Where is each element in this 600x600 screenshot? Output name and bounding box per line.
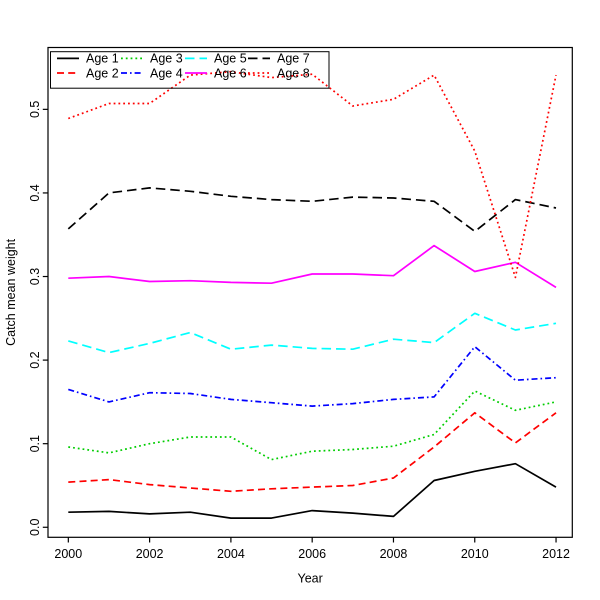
- x-tick-label: 2000: [54, 547, 82, 561]
- y-tick-label: 0.2: [28, 351, 42, 368]
- legend-label-age-4: Age 4: [150, 66, 183, 80]
- y-tick-label: 0.1: [28, 435, 42, 452]
- y-tick-label: 0.4: [28, 184, 42, 201]
- legend-label-age-5: Age 5: [214, 52, 247, 66]
- y-axis-title: Catch mean weight: [4, 238, 18, 346]
- x-tick-label: 2010: [461, 547, 489, 561]
- x-tick-label: 2004: [217, 547, 245, 561]
- series-line-age-3: [68, 390, 557, 461]
- x-axis-title: Year: [298, 571, 323, 585]
- y-tick-label: 0.5: [28, 101, 42, 118]
- series-line-age-2: [68, 411, 557, 493]
- series-line-age-5: [68, 312, 557, 354]
- y-tick-label: 0.0: [28, 519, 42, 536]
- legend-label-age-6: Age 6: [214, 66, 247, 80]
- series-line-age-8: [68, 70, 557, 279]
- x-tick-label: 2002: [136, 547, 164, 561]
- series-line-age-1: [68, 462, 557, 519]
- y-tick-label: 0.3: [28, 268, 42, 285]
- plot-box: [47, 46, 573, 538]
- legend-label-age-1: Age 1: [86, 52, 119, 66]
- x-tick-label: 2006: [298, 547, 326, 561]
- series-line-age-4: [68, 345, 557, 407]
- legend-box: [50, 51, 330, 89]
- x-tick-label: 2008: [380, 547, 408, 561]
- series-line-age-6: [68, 244, 557, 289]
- legend-label-age-2: Age 2: [86, 66, 119, 80]
- legend-label-age-3: Age 3: [150, 52, 183, 66]
- legend-label-age-7: Age 7: [277, 52, 310, 66]
- series-line-age-7: [67, 187, 557, 233]
- legend-label-age-8: Age 8: [277, 66, 310, 80]
- x-tick-label: 2012: [542, 547, 570, 561]
